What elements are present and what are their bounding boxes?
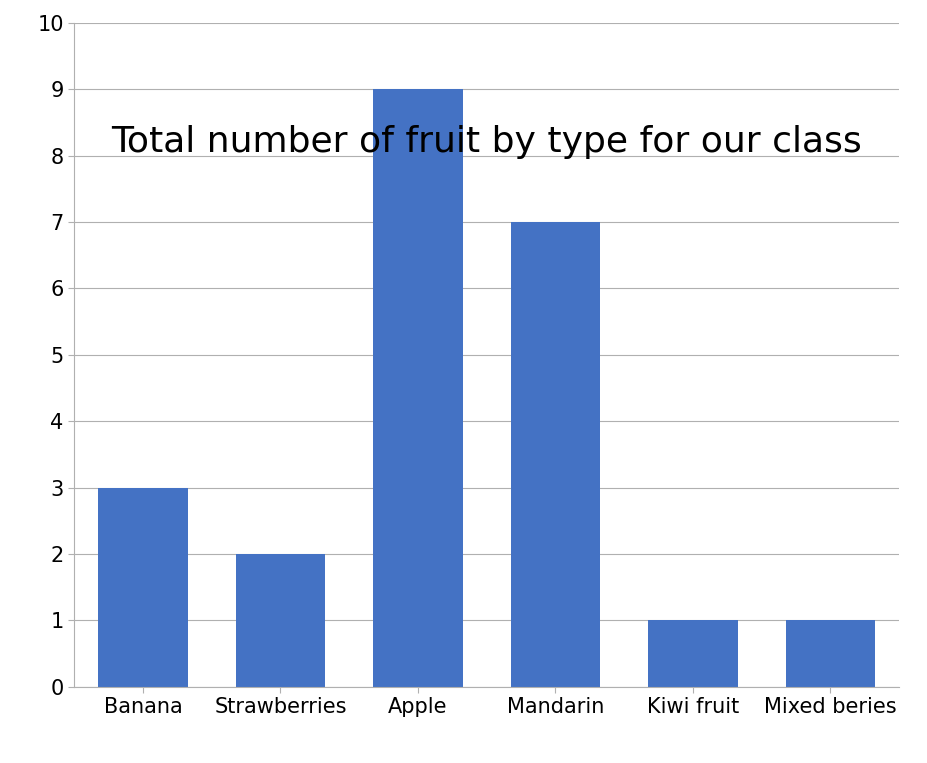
Bar [511,222,600,687]
Text: Total number of fruit by type for our class: Total number of fruit by type for our cl… [111,125,862,159]
Bar [374,89,463,687]
Bar [98,488,187,687]
Bar [648,620,738,687]
Bar [786,620,875,687]
Bar [235,554,325,687]
